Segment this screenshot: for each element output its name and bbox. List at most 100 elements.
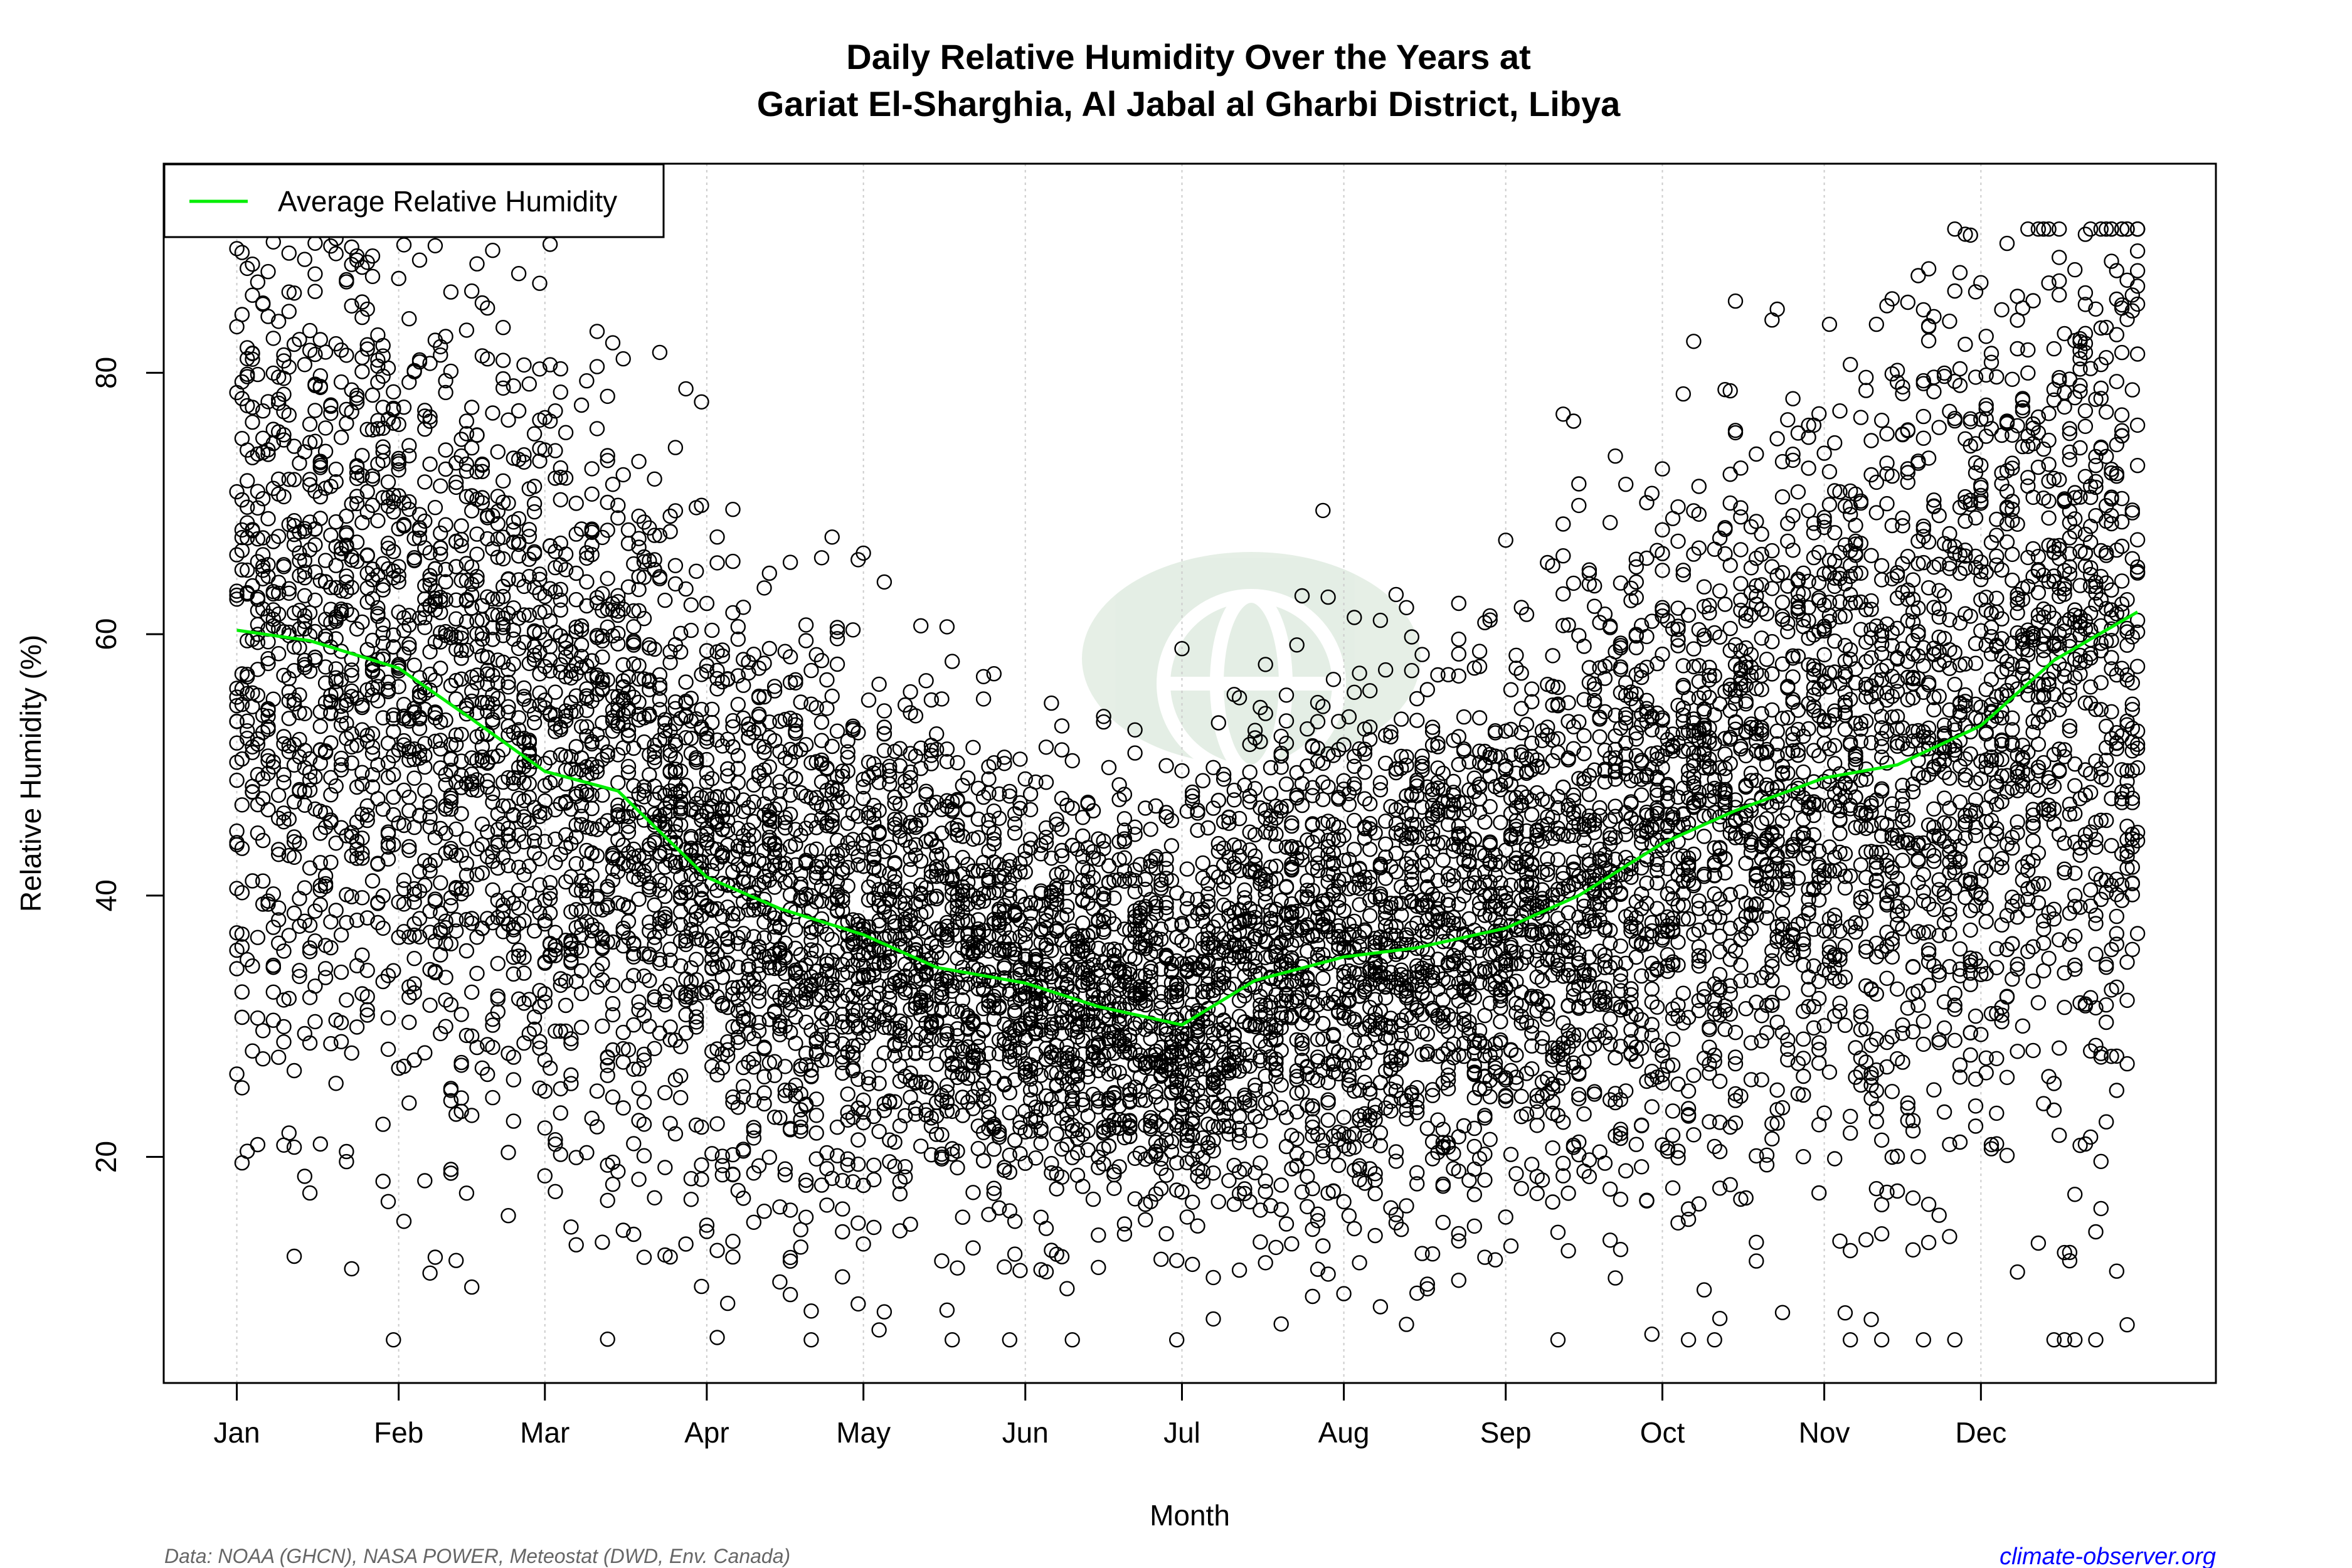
data-point bbox=[2104, 837, 2119, 854]
data-point bbox=[798, 1014, 814, 1030]
data-point bbox=[1926, 1082, 1942, 1098]
data-point bbox=[813, 550, 830, 566]
data-point bbox=[1769, 1082, 1785, 1098]
data-point bbox=[2129, 659, 2146, 674]
data-point bbox=[652, 1025, 668, 1041]
data-point bbox=[615, 351, 631, 367]
data-point bbox=[584, 486, 600, 502]
data-point bbox=[370, 693, 386, 709]
data-point bbox=[1253, 1113, 1268, 1130]
data-point bbox=[1315, 1015, 1331, 1032]
data-point bbox=[1900, 474, 1916, 490]
data-point bbox=[2109, 327, 2125, 342]
data-point bbox=[871, 676, 887, 692]
data-point bbox=[1999, 1069, 2015, 1086]
data-point bbox=[1216, 897, 1232, 913]
data-point bbox=[339, 508, 354, 524]
data-point bbox=[354, 947, 370, 963]
data-point bbox=[667, 558, 684, 573]
data-point bbox=[1920, 261, 1937, 277]
data-point bbox=[1796, 764, 1811, 780]
data-point bbox=[642, 1018, 657, 1034]
data-point bbox=[1372, 1125, 1389, 1141]
data-point bbox=[312, 825, 328, 841]
data-point bbox=[1263, 919, 1279, 936]
data-point bbox=[370, 914, 386, 931]
data-point bbox=[1049, 812, 1064, 827]
data-point bbox=[537, 834, 553, 849]
data-point bbox=[756, 1203, 772, 1219]
data-point bbox=[2104, 633, 2119, 649]
data-point bbox=[333, 430, 349, 445]
data-point bbox=[297, 357, 312, 373]
data-point bbox=[1853, 1004, 1869, 1020]
data-point bbox=[1127, 1191, 1143, 1207]
data-point bbox=[1926, 384, 1942, 400]
data-point bbox=[433, 875, 448, 891]
data-point bbox=[595, 1018, 610, 1034]
data-point bbox=[761, 565, 778, 581]
data-point bbox=[2030, 995, 2047, 1011]
data-point bbox=[1482, 1131, 1498, 1148]
data-point bbox=[297, 880, 312, 896]
data-point bbox=[600, 1192, 615, 1209]
data-point bbox=[2036, 1096, 2052, 1111]
data-point bbox=[1905, 1190, 1921, 1206]
data-point bbox=[662, 655, 678, 670]
data-point bbox=[2129, 346, 2146, 362]
data-point bbox=[1300, 1199, 1315, 1215]
data-point bbox=[981, 1207, 997, 1222]
data-point bbox=[1936, 915, 1952, 931]
data-point bbox=[1868, 316, 1885, 332]
data-point bbox=[1205, 1269, 1221, 1286]
data-point bbox=[317, 961, 334, 977]
data-point bbox=[453, 1090, 469, 1106]
data-point bbox=[610, 510, 626, 526]
data-point bbox=[2046, 1102, 2062, 1118]
data-point bbox=[1936, 994, 1952, 1010]
data-point bbox=[918, 1074, 934, 1090]
data-point bbox=[1383, 1103, 1399, 1119]
data-point bbox=[1367, 1227, 1383, 1244]
data-point bbox=[1451, 646, 1467, 662]
data-point bbox=[2082, 519, 2099, 534]
data-point bbox=[427, 500, 443, 516]
data-point bbox=[1545, 648, 1560, 664]
data-point bbox=[1075, 810, 1091, 825]
data-point bbox=[1994, 476, 2010, 492]
data-point bbox=[1085, 1191, 1101, 1207]
data-point bbox=[1712, 1310, 1728, 1327]
data-point bbox=[526, 923, 543, 939]
data-point bbox=[1655, 646, 1670, 662]
data-point bbox=[349, 814, 365, 830]
data-point bbox=[1978, 1065, 1994, 1081]
data-point bbox=[1712, 583, 1728, 599]
data-point bbox=[1895, 1017, 1910, 1033]
data-point bbox=[302, 917, 318, 933]
data-point bbox=[1821, 613, 1838, 630]
data-point bbox=[302, 1185, 318, 1201]
data-point bbox=[1602, 515, 1618, 531]
watermark-globe-icon bbox=[1082, 552, 1421, 778]
data-point bbox=[2098, 959, 2114, 975]
data-point bbox=[1873, 1132, 1890, 1148]
data-point bbox=[1707, 1332, 1722, 1348]
data-point bbox=[1863, 548, 1879, 563]
data-point bbox=[631, 1080, 647, 1096]
data-point bbox=[2046, 341, 2062, 357]
data-point bbox=[417, 474, 433, 490]
data-point bbox=[1049, 1126, 1064, 1142]
data-point bbox=[1780, 710, 1796, 726]
data-point bbox=[1419, 1026, 1436, 1042]
data-point bbox=[422, 1265, 438, 1281]
data-point bbox=[427, 1249, 443, 1265]
data-point bbox=[1555, 548, 1571, 564]
data-point bbox=[1989, 960, 2005, 976]
data-point bbox=[2129, 926, 2146, 941]
data-point bbox=[605, 335, 621, 351]
data-point bbox=[401, 842, 417, 859]
data-point bbox=[1357, 764, 1373, 780]
data-point bbox=[302, 860, 318, 876]
data-point bbox=[1868, 1083, 1885, 1099]
data-point bbox=[1461, 1172, 1477, 1189]
